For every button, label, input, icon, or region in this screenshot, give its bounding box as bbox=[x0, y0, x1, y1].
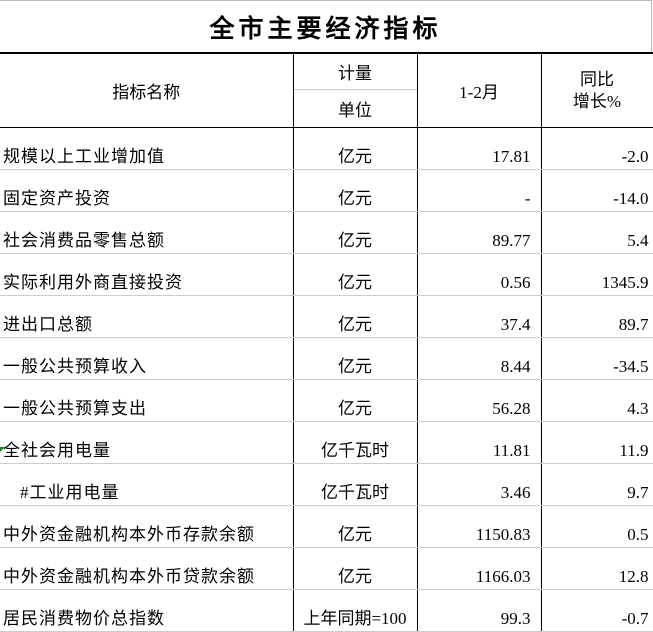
value-cell[interactable]: 1166.03 bbox=[417, 547, 542, 590]
indicator-name[interactable]: 全社会用电量 bbox=[0, 421, 293, 464]
header-growth-bottom: 增长% bbox=[572, 91, 622, 111]
growth-cell[interactable]: 9.7 bbox=[541, 463, 653, 506]
indicator-name[interactable]: 一般公共预算收入 bbox=[0, 337, 293, 380]
growth-cell[interactable]: 1345.9 bbox=[541, 253, 653, 296]
indicator-name[interactable]: 一般公共预算支出 bbox=[0, 379, 293, 422]
growth-cell[interactable]: 89.7 bbox=[541, 295, 653, 338]
value-cell[interactable]: 56.28 bbox=[417, 379, 542, 422]
indicator-name[interactable]: 社会消费品零售总额 bbox=[0, 211, 293, 254]
indicator-name[interactable]: 中外资金融机构本外币贷款余额 bbox=[0, 547, 293, 590]
unit-cell[interactable]: 亿元 bbox=[292, 127, 418, 170]
sheet-title: 全市主要经济指标 bbox=[0, 0, 652, 53]
unit-cell[interactable]: 亿元 bbox=[292, 169, 418, 212]
unit-cell[interactable]: 亿元 bbox=[292, 547, 418, 590]
unit-cell[interactable]: 亿千瓦时 bbox=[292, 421, 418, 464]
growth-cell[interactable]: -14.0 bbox=[541, 169, 653, 212]
growth-cell[interactable]: -34.5 bbox=[541, 337, 653, 380]
header-name: 指标名称 bbox=[0, 54, 294, 128]
table-row: 规模以上工业增加值 亿元 17.81 -2.0 bbox=[0, 127, 653, 170]
header-growth: 同比 增长% bbox=[541, 54, 653, 128]
table-row: 中外资金融机构本外币存款余额 亿元 1150.83 0.5 bbox=[0, 505, 653, 548]
indicator-name[interactable]: 固定资产投资 bbox=[0, 169, 293, 212]
cell-error-marker bbox=[0, 447, 5, 452]
unit-cell[interactable]: 亿元 bbox=[292, 253, 418, 296]
header-growth-top: 同比 bbox=[580, 69, 614, 89]
value-cell[interactable]: 8.44 bbox=[417, 337, 542, 380]
indicator-name[interactable]: #工业用电量 bbox=[0, 463, 293, 506]
unit-cell[interactable]: 亿千瓦时 bbox=[292, 463, 418, 506]
value-cell[interactable]: 17.81 bbox=[417, 127, 542, 170]
value-cell[interactable]: - bbox=[417, 169, 542, 212]
unit-cell[interactable]: 亿元 bbox=[292, 295, 418, 338]
growth-cell[interactable]: 4.3 bbox=[541, 379, 653, 422]
table-row: 固定资产投资 亿元 - -14.0 bbox=[0, 169, 653, 212]
table-row: 一般公共预算支出 亿元 56.28 4.3 bbox=[0, 379, 653, 422]
value-cell[interactable]: 89.77 bbox=[417, 211, 542, 254]
indicator-name[interactable]: 居民消费物价总指数 bbox=[0, 589, 293, 632]
value-cell[interactable]: 0.56 bbox=[417, 253, 542, 296]
table-row: 进出口总额 亿元 37.4 89.7 bbox=[0, 295, 653, 338]
unit-cell[interactable]: 上年同期=100 bbox=[292, 589, 418, 632]
title-divider bbox=[0, 52, 653, 54]
value-cell[interactable]: 37.4 bbox=[417, 295, 542, 338]
growth-cell[interactable]: -0.7 bbox=[541, 589, 653, 632]
header-unit-bottom: 单位 bbox=[293, 89, 418, 128]
header-unit-top: 计量 bbox=[293, 54, 418, 90]
growth-cell[interactable]: 0.5 bbox=[541, 505, 653, 548]
table-row: 居民消费物价总指数 上年同期=100 99.3 -0.7 bbox=[0, 589, 653, 632]
indicator-table: 指标名称 计量 1-2月 同比 增长% 单位 规模以上工业增加值 亿元 17.81 -2… bbox=[0, 54, 653, 632]
table-row: 一般公共预算收入 亿元 8.44 -34.5 bbox=[0, 337, 653, 380]
indicator-name[interactable]: 规模以上工业增加值 bbox=[0, 127, 293, 170]
value-cell[interactable]: 11.81 bbox=[417, 421, 542, 464]
unit-cell[interactable]: 亿元 bbox=[292, 505, 418, 548]
table-row: 全社会用电量 亿千瓦时 11.81 11.9 bbox=[0, 421, 653, 464]
growth-cell[interactable]: 11.9 bbox=[541, 421, 653, 464]
header-period: 1-2月 bbox=[417, 54, 542, 128]
table-row: #工业用电量 亿千瓦时 3.46 9.7 bbox=[0, 463, 653, 506]
growth-cell[interactable]: 5.4 bbox=[541, 211, 653, 254]
unit-cell[interactable]: 亿元 bbox=[292, 379, 418, 422]
value-cell[interactable]: 99.3 bbox=[417, 589, 542, 632]
table-row: 社会消费品零售总额 亿元 89.77 5.4 bbox=[0, 211, 653, 254]
indicator-name[interactable]: 实际利用外商直接投资 bbox=[0, 253, 293, 296]
unit-cell[interactable]: 亿元 bbox=[292, 337, 418, 380]
value-cell[interactable]: 1150.83 bbox=[417, 505, 542, 548]
indicator-name[interactable]: 进出口总额 bbox=[0, 295, 293, 338]
value-cell[interactable]: 3.46 bbox=[417, 463, 542, 506]
table-row: 中外资金融机构本外币贷款余额 亿元 1166.03 12.8 bbox=[0, 547, 653, 590]
table-row: 实际利用外商直接投资 亿元 0.56 1345.9 bbox=[0, 253, 653, 296]
unit-cell[interactable]: 亿元 bbox=[292, 211, 418, 254]
growth-cell[interactable]: -2.0 bbox=[541, 127, 653, 170]
indicator-name[interactable]: 中外资金融机构本外币存款余额 bbox=[0, 505, 293, 548]
growth-cell[interactable]: 12.8 bbox=[541, 547, 653, 590]
